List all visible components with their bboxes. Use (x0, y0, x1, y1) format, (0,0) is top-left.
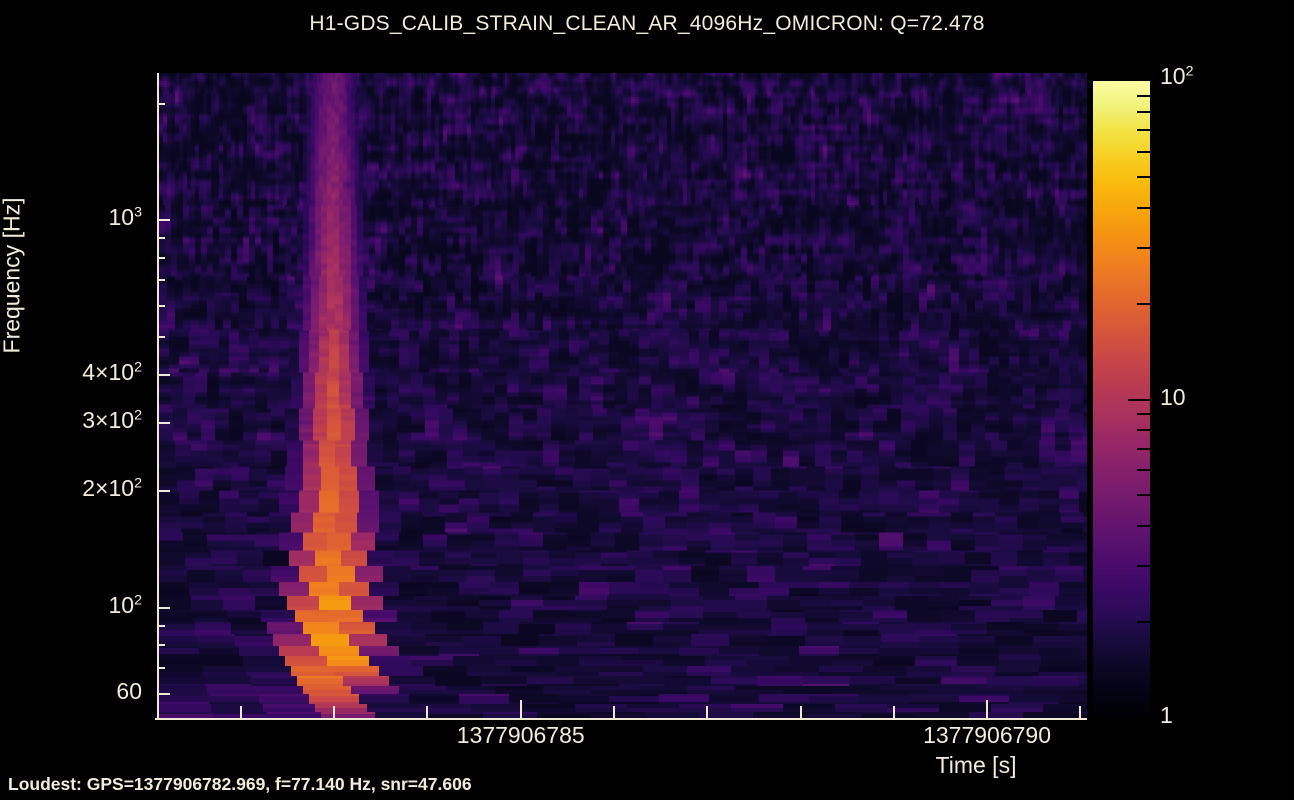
x-axis-line (155, 718, 1087, 720)
colorbar-tick-label: 10 (1160, 383, 1186, 410)
loudest-event-text: Loudest: GPS=1377906782.969, f=77.140 Hz… (8, 774, 472, 794)
x-axis-tick (799, 706, 802, 718)
x-axis-tick (519, 700, 522, 718)
y-axis-tick (157, 102, 165, 105)
colorbar-tick (1137, 302, 1150, 305)
y-axis-tick (157, 422, 170, 424)
page-title: H1-GDS_CALIB_STRAIN_CLEAN_AR_4096Hz_OMIC… (309, 12, 985, 35)
colorbar-tick (1128, 398, 1150, 401)
colorbar-tick (1137, 494, 1150, 497)
colorbar-tick (1137, 447, 1150, 450)
colorbar-tick (1137, 246, 1150, 249)
x-axis-tick (333, 706, 336, 718)
colorbar-tick (1137, 94, 1150, 97)
y-axis-tick-label: 4×102 (82, 358, 142, 385)
x-axis-tick (613, 706, 615, 718)
x-axis-tick (986, 700, 989, 718)
colorbar-tick (1137, 525, 1150, 528)
colorbar-tick (1137, 150, 1150, 153)
y-axis-tick (157, 606, 170, 609)
x-axis-tick-label: 1377906785 (456, 722, 585, 748)
x-axis-tick-label: 1377906790 (923, 722, 1052, 748)
spectrogram-image (159, 73, 1087, 718)
y-axis-tick (157, 279, 165, 282)
y-axis-tick (157, 692, 170, 695)
y-axis-tick (157, 219, 170, 222)
colorbar-tick-label: 102 (1160, 63, 1194, 89)
y-axis-tick (157, 666, 165, 669)
x-axis-tick (239, 706, 242, 718)
colorbar-tick (1137, 110, 1150, 113)
x-axis-tick (706, 706, 709, 718)
colorbar-tick (1137, 429, 1150, 432)
x-axis-tick (1079, 706, 1082, 718)
y-axis-tick-label: 103 (108, 204, 142, 231)
colorbar-tick (1137, 565, 1150, 568)
colorbar-title-holder: SNR (1238, 75, 1268, 235)
y-axis-tick-label: 3×102 (82, 407, 142, 433)
y-axis-tick (157, 305, 165, 308)
x-axis-tick (892, 706, 895, 718)
y-axis-tick (157, 624, 165, 627)
colorbar-tick (1137, 621, 1150, 624)
y-axis-tick (157, 237, 165, 240)
colorbar-tick (1137, 413, 1150, 416)
colorbar-tick (1137, 175, 1150, 178)
colorbar-tick (1137, 129, 1150, 132)
y-axis-tick (157, 490, 170, 493)
y-axis-tick-label: 102 (108, 591, 142, 618)
y-axis-tick (157, 256, 165, 259)
spectrogram-plot-area (157, 73, 1087, 718)
y-axis-tick (157, 644, 165, 647)
y-axis-tick (157, 373, 170, 376)
colorbar-tick (1137, 206, 1150, 209)
y-axis-tick-label: 60 (116, 677, 142, 704)
x-axis-tick (426, 706, 429, 718)
y-axis-tick (157, 336, 165, 339)
colorbar-tick (1137, 469, 1150, 472)
x-axis-label: Time [s] (935, 752, 1017, 778)
y-axis-label: Frequency [Hz] (0, 197, 25, 354)
snr-colorbar (1093, 81, 1150, 718)
y-axis-tick-label: 2×102 (82, 475, 142, 502)
colorbar-tick-label: 1 (1160, 702, 1173, 728)
